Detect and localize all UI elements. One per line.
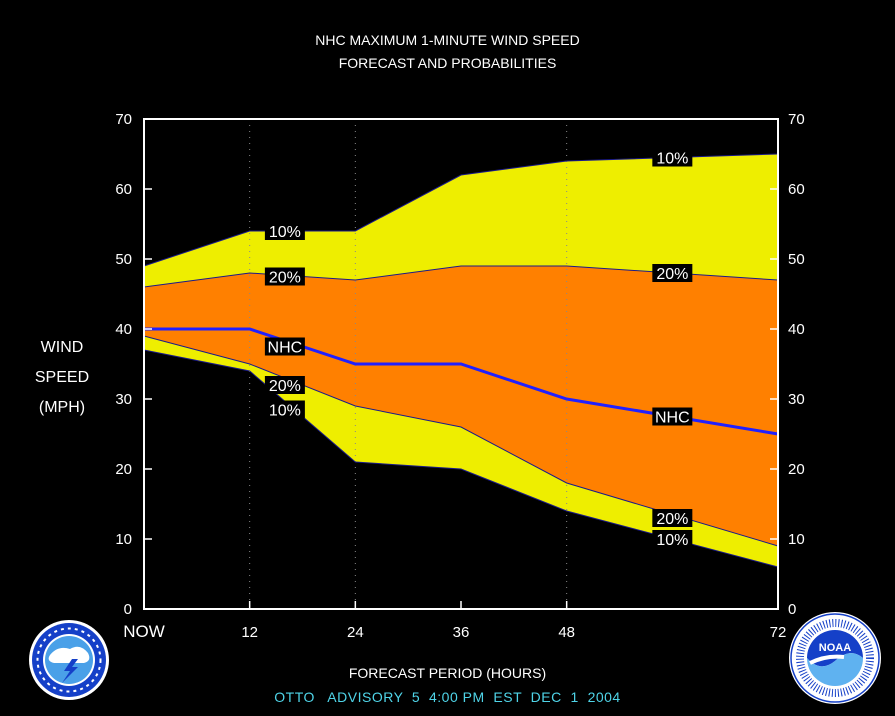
xtick-label: 36 (453, 624, 470, 641)
xtick-label: 12 (241, 624, 258, 641)
annotation-box (652, 407, 693, 426)
probability-bands (144, 154, 778, 567)
annotation-label: 10% (656, 151, 688, 168)
annotation-box (652, 509, 693, 527)
ytick-right-label: 40 (788, 321, 805, 338)
band-20-percent (144, 266, 778, 546)
ytick-right-label: 10 (788, 531, 805, 548)
ylabel-line1: WIND (40, 339, 84, 356)
annotation-box (264, 267, 305, 286)
series-lines (143, 153, 779, 568)
annotation-box (264, 337, 305, 356)
ylabel-line2: SPEED (34, 369, 90, 386)
xtick-label: 24 (347, 624, 364, 641)
annotation-label: 10% (656, 532, 688, 549)
ytick-left-label: 0 (124, 601, 132, 618)
xaxis-label: FORECAST PERIOD (HOURS) (348, 665, 547, 681)
tick-labels: 0 0 10 10 20 20 30 30 40 40 50 50 60 60 70 70 NOW 12 24 36 4… (115, 111, 804, 641)
nws-logo (29, 620, 109, 700)
annotation-label: 20% (269, 270, 301, 287)
annotation-box (264, 376, 305, 394)
annotation-label: 20% (656, 266, 688, 283)
chart-title-line1: NHC MAXIMUM 1-MINUTE WIND SPEED (315, 32, 580, 48)
ytick-left-label: 70 (115, 111, 132, 128)
series-line-upper10 (143, 153, 779, 267)
annotation-label: 10% (269, 224, 301, 241)
ytick-right-label: 20 (788, 461, 805, 478)
xtick-label: 48 (558, 624, 575, 641)
series-line-lower20 (143, 335, 779, 547)
annotation-box (264, 400, 305, 419)
ytick-left-label: 50 (115, 251, 132, 268)
annotation-box (264, 222, 305, 240)
series-line-lower10 (143, 349, 779, 568)
ytick-right-label: 30 (788, 391, 805, 408)
ytick-left-label: 60 (115, 181, 132, 198)
advisory-footer: OTTO ADVISORY 5 4:00 PM EST DEC 1 2004 (274, 689, 621, 705)
ytick-right-label: 60 (788, 181, 805, 198)
annotation-box (652, 148, 693, 167)
ytick-right-label: 70 (788, 111, 805, 128)
ytick-left-label: 30 (115, 391, 132, 408)
ytick-left-label: 40 (115, 321, 132, 338)
series-line-upper20 (143, 265, 779, 288)
grid-lines (249, 119, 568, 609)
annotation-box (652, 530, 693, 548)
noaa-logo-text: NOAA (819, 642, 851, 654)
chart-title-line2: FORECAST AND PROBABILITIES (338, 55, 557, 71)
annotation-label: 20% (656, 511, 688, 528)
noaa-logo: NOAA (789, 612, 881, 704)
annotation-label: 20% (269, 378, 301, 395)
xtick-label: 72 (770, 624, 787, 641)
ylabel-line3: (MPH) (38, 399, 86, 416)
ytick-right-label: 0 (788, 601, 796, 618)
annotation-label: NHC (655, 410, 690, 427)
ytick-right-label: 50 (788, 251, 805, 268)
band-annotations: 10% 20% NHC 20% 10% 10% 20% NHC 20% 10% (264, 148, 693, 549)
annotation-label: NHC (268, 340, 303, 357)
annotation-box (652, 264, 693, 282)
ytick-left-label: 20 (115, 461, 132, 478)
series-line-nhc (144, 327, 779, 436)
xtick-label: NOW (123, 622, 165, 641)
annotation-label: 10% (269, 403, 301, 420)
ytick-left-label: 10 (115, 531, 132, 548)
